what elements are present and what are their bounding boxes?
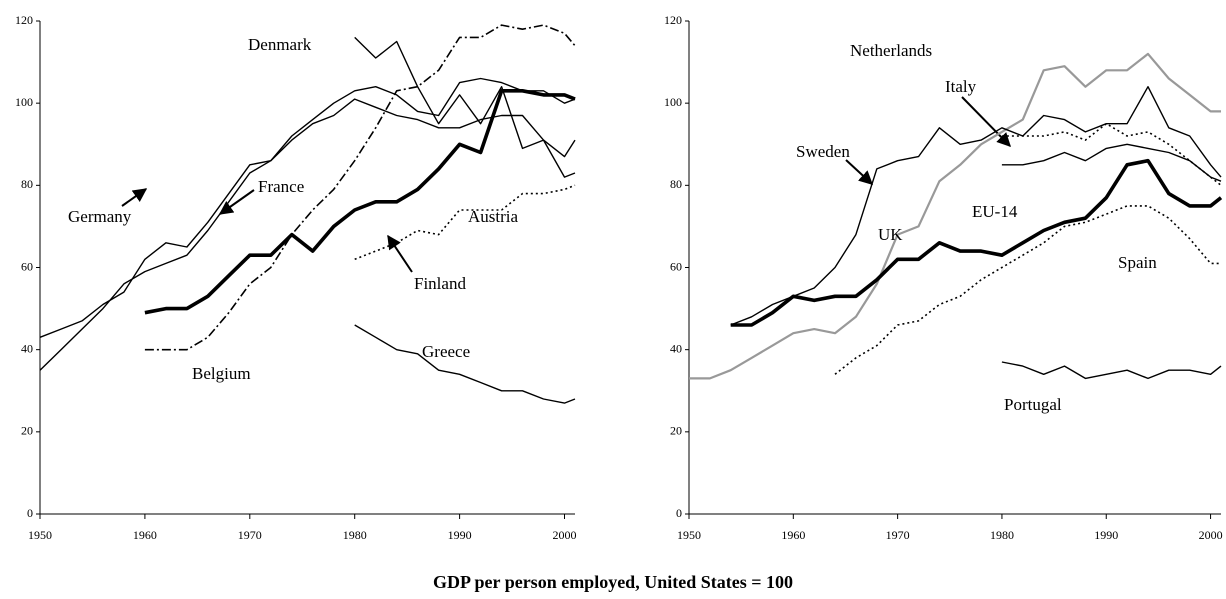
x-tick-label: 2000 bbox=[1199, 528, 1223, 542]
series-line bbox=[39, 77, 576, 338]
arrows bbox=[121, 96, 1011, 273]
series-label: Italy bbox=[945, 77, 977, 96]
x-tick-label: 1970 bbox=[886, 528, 910, 542]
series-line bbox=[1001, 143, 1222, 182]
x-tick-label: 1980 bbox=[343, 528, 367, 542]
series-line bbox=[689, 52, 1221, 380]
series-line bbox=[730, 86, 1222, 326]
x-tick-label: 1980 bbox=[990, 528, 1014, 542]
series-label: Germany bbox=[68, 207, 132, 226]
arrow bbox=[845, 159, 874, 185]
series-line bbox=[39, 98, 576, 371]
x-tick-label: 1970 bbox=[238, 528, 262, 542]
series-label: Greece bbox=[422, 342, 470, 361]
y-tick-label: 60 bbox=[670, 259, 682, 273]
y-tick-label: 40 bbox=[21, 341, 33, 355]
series-label: France bbox=[258, 177, 304, 196]
y-tick-label: 80 bbox=[21, 177, 33, 191]
series-label: Denmark bbox=[248, 35, 312, 54]
arrow bbox=[387, 234, 413, 273]
y-tick-label: 120 bbox=[15, 13, 33, 27]
y-tick-label: 20 bbox=[670, 424, 682, 438]
y-tick-label: 100 bbox=[15, 95, 33, 109]
series-line bbox=[354, 184, 576, 261]
series-line bbox=[354, 36, 576, 178]
y-tick-label: 120 bbox=[664, 13, 682, 27]
series-label: UK bbox=[878, 225, 903, 244]
series-label: Sweden bbox=[796, 142, 850, 161]
arrow bbox=[121, 188, 148, 207]
x-tick-label: 2000 bbox=[553, 528, 577, 542]
y-tick-label: 20 bbox=[21, 424, 33, 438]
series-label: Finland bbox=[414, 274, 466, 293]
series-label: Netherlands bbox=[850, 41, 932, 60]
series-line bbox=[354, 324, 576, 404]
x-tick-label: 1960 bbox=[133, 528, 157, 542]
y-tick-label: 0 bbox=[27, 506, 33, 520]
y-tick-label: 80 bbox=[670, 177, 682, 191]
y-tick-label: 0 bbox=[676, 506, 682, 520]
caption: GDP per person employed, United States =… bbox=[433, 572, 793, 592]
x-tick-label: 1950 bbox=[677, 528, 701, 542]
y-tick-label: 40 bbox=[670, 341, 682, 355]
x-tick-label: 1950 bbox=[28, 528, 52, 542]
series-line bbox=[144, 89, 576, 315]
series-line bbox=[144, 24, 576, 351]
arrow bbox=[218, 189, 255, 215]
series-label: Austria bbox=[468, 207, 519, 226]
series-line bbox=[1001, 122, 1222, 186]
x-tick-label: 1990 bbox=[1094, 528, 1118, 542]
series-label: Spain bbox=[1118, 253, 1157, 272]
series-line bbox=[1001, 361, 1222, 380]
x-tick-label: 1960 bbox=[781, 528, 805, 542]
y-tick-label: 100 bbox=[664, 95, 682, 109]
series-label: Belgium bbox=[192, 364, 251, 383]
series-label: EU-14 bbox=[972, 202, 1018, 221]
y-tick-label: 60 bbox=[21, 259, 33, 273]
series-label: Portugal bbox=[1004, 395, 1062, 414]
arrow bbox=[961, 96, 1011, 148]
series-line bbox=[730, 158, 1223, 327]
x-tick-label: 1990 bbox=[448, 528, 472, 542]
